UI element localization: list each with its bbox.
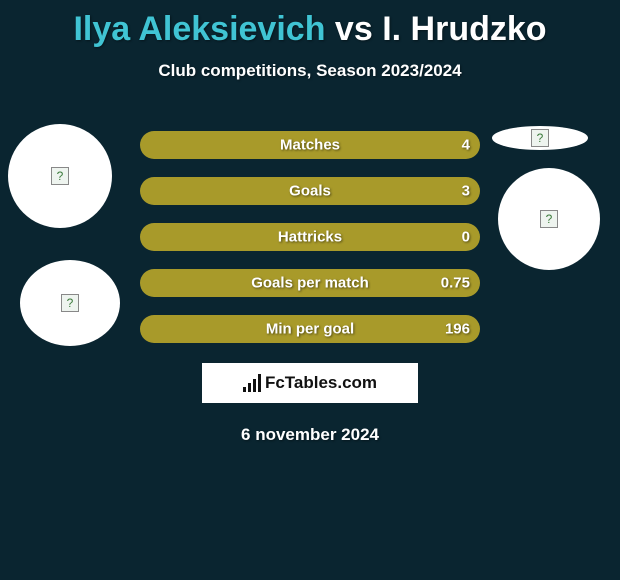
broken-image-icon: ? xyxy=(61,294,79,312)
broken-image-icon: ? xyxy=(531,129,549,147)
logo-text: FcTables.com xyxy=(265,373,377,393)
stats-container: Matches 4 Goals 3 Hattricks 0 Goals per match 0… xyxy=(140,131,480,343)
player1-name: Ilya Aleksievich xyxy=(73,10,325,48)
broken-image-icon: ? xyxy=(51,167,69,185)
stat-label: Min per goal xyxy=(266,321,354,338)
stat-row-min-per-goal: Min per goal 196 xyxy=(140,315,480,343)
stat-row-goals-per-match: Goals per match 0.75 xyxy=(140,269,480,297)
stat-value-right: 3 xyxy=(462,183,470,200)
avatar-2: ? xyxy=(492,126,588,150)
broken-image-icon: ? xyxy=(540,210,558,228)
avatar-0: ? xyxy=(8,124,112,228)
stat-label: Goals per match xyxy=(251,275,369,292)
logo-bars-icon xyxy=(243,374,261,392)
stat-value-right: 4 xyxy=(462,137,470,154)
stat-row-hattricks: Hattricks 0 xyxy=(140,223,480,251)
stat-row-matches: Matches 4 xyxy=(140,131,480,159)
subtitle: Club competitions, Season 2023/2024 xyxy=(0,61,620,81)
comparison-title: Ilya Aleksievich vs I. Hrudzko xyxy=(0,0,620,49)
stat-label: Matches xyxy=(280,137,340,154)
vs-text: vs xyxy=(335,10,373,48)
avatar-3: ? xyxy=(498,168,600,270)
avatar-1: ? xyxy=(20,260,120,346)
stat-value-right: 196 xyxy=(445,321,470,338)
stat-label: Hattricks xyxy=(278,229,342,246)
stat-label: Goals xyxy=(289,183,331,200)
stat-row-goals: Goals 3 xyxy=(140,177,480,205)
stat-value-right: 0.75 xyxy=(441,275,470,292)
fctables-logo: FcTables.com xyxy=(202,363,418,403)
date-text: 6 november 2024 xyxy=(0,425,620,445)
stat-value-right: 0 xyxy=(462,229,470,246)
player2-name: I. Hrudzko xyxy=(382,10,546,48)
